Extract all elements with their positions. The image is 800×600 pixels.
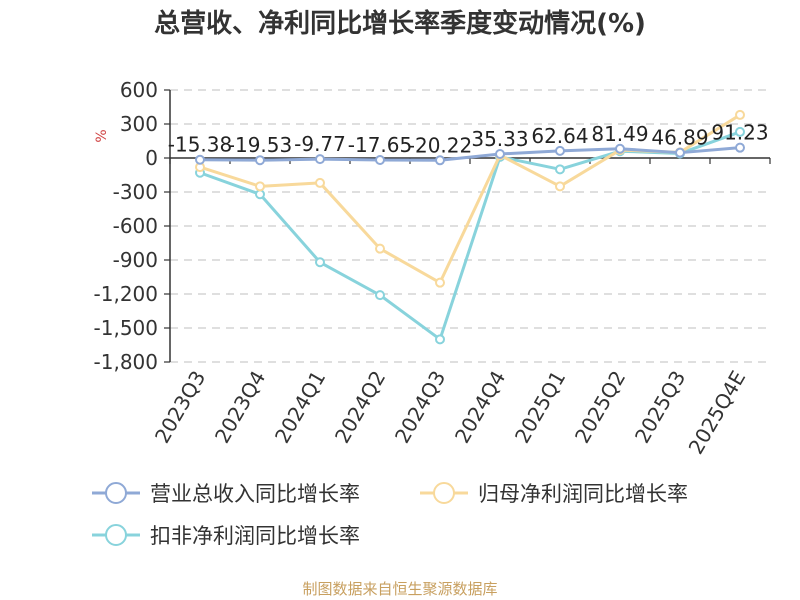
x-tick-label: 2024Q1 [270,367,330,448]
legend-item[interactable]: 归母净利润同比增长率 [420,482,688,506]
x-tick-label: 2024Q3 [390,367,450,448]
x-tick-label: 2023Q4 [210,367,270,448]
series-point [435,334,445,345]
legend-marker-icon [105,524,127,546]
series-point [435,155,445,166]
data-labels: -15.38-19.53 -9.77 -17.65-20.22 35.33 62.64 8… [168,121,769,158]
series-line [199,146,741,162]
series-point [315,177,325,188]
series-point [555,164,565,175]
series-point [195,154,205,165]
y-tick-label: -1,500 [94,316,158,340]
series-lines [195,109,745,345]
y-tick-labels: 600 300 0 -300 -600 -900 -1,200 -1,500 -1,800 [94,78,158,374]
series-point [255,181,265,192]
legend-item[interactable]: 扣非净利润同比增长率 [92,524,360,548]
y-axis-unit: % [94,129,110,142]
series-point [375,290,385,301]
data-label: -17.65 [348,133,412,157]
data-label: 91.23 [711,121,768,145]
x-tick-label: 2025Q1 [510,367,570,448]
y-tick-label: 0 [145,146,158,170]
x-tick-label: 2024Q2 [330,367,390,448]
x-tick-label: 2025Q4E [684,367,751,459]
series-point [735,109,745,120]
data-label: 81.49 [591,122,648,146]
legend-item[interactable]: 营业总收入同比增长率 [92,482,360,506]
series-point [735,142,745,153]
y-tick-label: -600 [113,214,158,238]
y-tick-label: -300 [113,180,158,204]
series-point [615,143,625,154]
data-label: -20.22 [408,133,472,157]
series-point [675,147,685,158]
series-point [555,181,565,192]
legend-label: 扣非净利润同比增长率 [150,524,360,548]
chart-title: 总营收、净利同比增长率季度变动情况(%) [154,8,646,39]
data-label: 46.89 [651,126,708,150]
source-note: 制图数据来自恒生聚源数据库 [302,580,497,598]
series-point [255,155,265,166]
x-tick-label: 2025Q2 [570,367,630,448]
series-point [255,189,265,200]
x-tick-label: 2023Q3 [150,367,210,448]
data-label: -19.53 [228,133,292,157]
y-tick-label: 600 [120,78,158,102]
legend-marker-icon [433,482,455,504]
data-label: -9.77 [294,132,346,156]
series-point [315,257,325,268]
data-label: 35.33 [471,127,528,151]
x-tick-labels: 2023Q3 2023Q4 2024Q1 2024Q2 2024Q3 2024Q4 2025… [150,367,750,459]
series-point [375,155,385,166]
series-point [555,145,565,156]
x-tick-label: 2024Q4 [450,367,510,448]
legend-label: 营业总收入同比增长率 [150,482,360,506]
data-label: -15.38 [168,133,232,157]
y-tick-label: -900 [113,248,158,272]
legend-label: 归母净利润同比增长率 [478,482,688,506]
y-tick-label: -1,200 [94,282,158,306]
legend-marker-icon [105,482,127,504]
series-point [495,148,505,159]
series-point [315,154,325,165]
series-point [435,277,445,288]
grid-lines [170,89,770,363]
y-tick-label: -1,800 [94,350,158,374]
series-point [735,126,745,137]
x-tick-label: 2025Q3 [630,367,690,448]
data-label: 62.64 [531,124,588,148]
series-point [375,243,385,254]
y-tick-label: 300 [120,112,158,136]
